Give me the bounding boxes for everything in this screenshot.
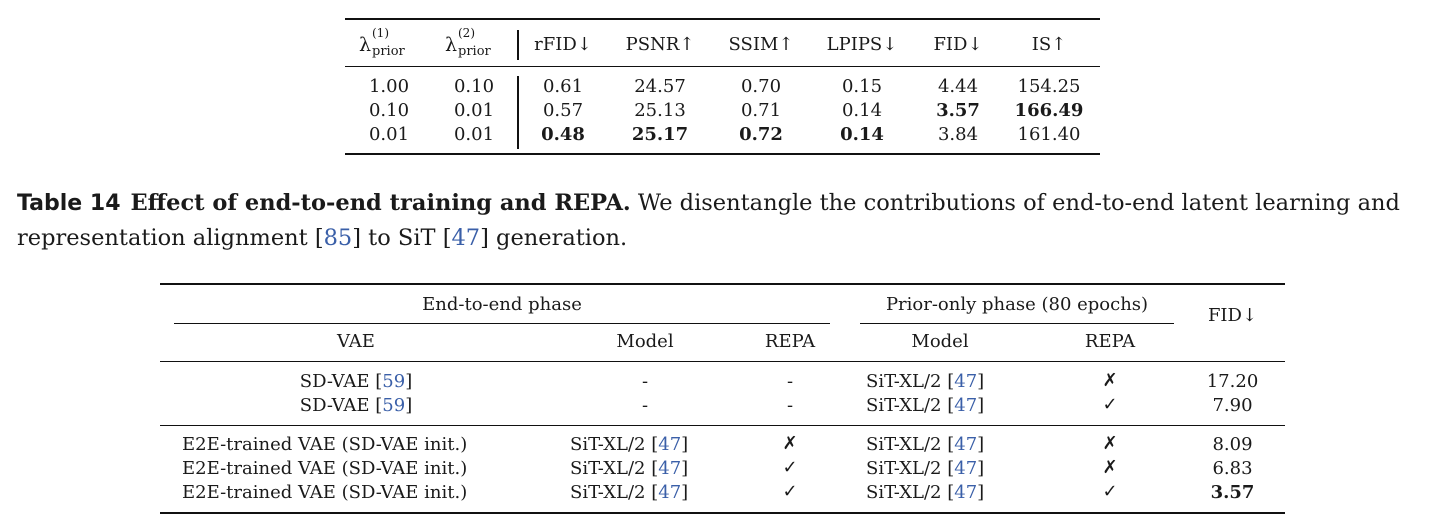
table-cell-best: 0.72 bbox=[739, 124, 783, 145]
caption-title: Effect of end-to-end training and REPA. bbox=[130, 190, 631, 216]
table-cell-vae: SD-VAE [59] bbox=[299, 395, 413, 416]
table-cell: 0.70 bbox=[740, 76, 782, 97]
section-rule bbox=[160, 425, 1285, 426]
table-cell: 0.61 bbox=[542, 76, 584, 97]
check-icon: ✓ bbox=[1102, 481, 1118, 502]
top-rule bbox=[160, 283, 1285, 285]
table-cell: 0.01 bbox=[453, 124, 495, 145]
citation-link[interactable]: 47 bbox=[451, 225, 481, 251]
table-cell: 0.57 bbox=[542, 100, 584, 121]
table-cell-best: 3.57 bbox=[936, 100, 980, 121]
header-repa-prior: REPA bbox=[1084, 331, 1136, 352]
table-cell-model-prior: SiT-XL/2 [47] bbox=[866, 458, 985, 479]
table-cell-vae: E2E-trained VAE (SD-VAE init.) bbox=[182, 482, 468, 503]
header-is: IS↑ bbox=[1031, 34, 1067, 55]
header-rule bbox=[345, 66, 1100, 67]
table-cell: 3.84 bbox=[937, 124, 979, 145]
caption-text: ] to SiT [ bbox=[352, 225, 452, 251]
ablation-table-bottom: End-to-end phase Prior-only phase (80 ep… bbox=[160, 283, 1285, 515]
table-cell-fid: 8.09 bbox=[1212, 434, 1253, 455]
table-cell-model-prior: SiT-XL/2 [47] bbox=[866, 371, 985, 392]
top-rule bbox=[345, 18, 1100, 20]
table-cell: 4.44 bbox=[937, 76, 979, 97]
group-rule-prior bbox=[860, 323, 1174, 324]
table-cell-best: 166.49 bbox=[1014, 100, 1084, 121]
table-cell-vae: SD-VAE [59] bbox=[299, 371, 413, 392]
check-icon: ✓ bbox=[782, 481, 798, 502]
table-cell: 0.71 bbox=[740, 100, 782, 121]
table-cell-model: - bbox=[641, 395, 649, 416]
table-cell: 0.01 bbox=[453, 100, 495, 121]
table-cell: 0.10 bbox=[453, 76, 495, 97]
table-cell-model-prior: SiT-XL/2 [47] bbox=[866, 395, 985, 416]
bottom-rule bbox=[345, 153, 1100, 155]
header-model-prior: Model bbox=[911, 331, 969, 352]
table-cell-fid-best: 3.57 bbox=[1210, 482, 1255, 503]
table-cell-fid: 17.20 bbox=[1206, 371, 1259, 392]
ablation-table-top: λ (1) prior λ (2) prior rFID↓ PSNR↑ SSIM… bbox=[345, 18, 1100, 156]
bottom-rule bbox=[160, 512, 1285, 514]
table-cell: 161.40 bbox=[1017, 124, 1081, 145]
header-model: Model bbox=[616, 331, 674, 352]
table-cell-fid: 7.90 bbox=[1212, 395, 1253, 416]
table-cell-repa: - bbox=[786, 395, 794, 416]
header-repa: REPA bbox=[764, 331, 816, 352]
header-fid: FID↓ bbox=[1207, 305, 1258, 326]
header-prior-only-phase: Prior-only phase (80 epochs) bbox=[885, 294, 1149, 315]
table-cell-model: - bbox=[641, 371, 649, 392]
citation-link[interactable]: 85 bbox=[323, 225, 353, 251]
column-divider-body bbox=[517, 76, 519, 149]
table-cell: 0.15 bbox=[841, 76, 883, 97]
table-cell: 25.13 bbox=[634, 100, 686, 121]
table-cell: 24.57 bbox=[634, 76, 686, 97]
table-cell-model: SiT-XL/2 [47] bbox=[570, 434, 689, 455]
header-ssim: SSIM↑ bbox=[728, 34, 794, 55]
caption-text: We disentangle the contributions of end-… bbox=[17, 190, 1400, 251]
header-fid: FID↓ bbox=[933, 34, 983, 55]
table-cell: 0.01 bbox=[368, 124, 410, 145]
header-lambda-prior-1: λ (1) prior bbox=[359, 26, 405, 59]
table-cell-fid: 6.83 bbox=[1212, 458, 1253, 479]
table-cell-model-prior: SiT-XL/2 [47] bbox=[866, 434, 985, 455]
header-psnr: PSNR↑ bbox=[625, 34, 695, 55]
cross-icon: ✗ bbox=[1102, 433, 1118, 454]
table-cell-best: 0.48 bbox=[541, 124, 585, 145]
column-divider bbox=[517, 30, 519, 60]
table-cell: 154.25 bbox=[1017, 76, 1081, 97]
check-icon: ✓ bbox=[782, 457, 798, 478]
table-cell-vae: E2E-trained VAE (SD-VAE init.) bbox=[182, 434, 468, 455]
table-cell-best: 0.14 bbox=[840, 124, 884, 145]
header-rule bbox=[160, 361, 1285, 362]
check-icon: ✓ bbox=[1102, 394, 1118, 415]
table-caption: Table 14 Effect of end-to-end training an… bbox=[17, 186, 1437, 255]
header-end-to-end-phase: End-to-end phase bbox=[422, 294, 582, 315]
cross-icon: ✗ bbox=[1102, 370, 1118, 391]
table-cell: 1.00 bbox=[368, 76, 410, 97]
caption-label: Table 14 bbox=[17, 191, 121, 216]
caption-text: ] generation. bbox=[480, 225, 628, 251]
table-cell: 0.10 bbox=[368, 100, 410, 121]
table-cell-model: SiT-XL/2 [47] bbox=[570, 458, 689, 479]
cross-icon: ✗ bbox=[782, 433, 798, 454]
cross-icon: ✗ bbox=[1102, 457, 1118, 478]
table-cell-model: SiT-XL/2 [47] bbox=[570, 482, 689, 503]
header-vae: VAE bbox=[337, 331, 375, 352]
table-cell-model-prior: SiT-XL/2 [47] bbox=[866, 482, 985, 503]
table-cell-best: 25.17 bbox=[631, 124, 689, 145]
header-lambda-prior-2: λ (2) prior bbox=[445, 26, 491, 59]
table-cell-repa: - bbox=[786, 371, 794, 392]
header-rfid: rFID↓ bbox=[534, 34, 592, 55]
header-lpips: LPIPS↓ bbox=[826, 34, 898, 55]
group-rule-e2e bbox=[174, 323, 830, 324]
table-cell: 0.14 bbox=[841, 100, 883, 121]
table-cell-vae: E2E-trained VAE (SD-VAE init.) bbox=[182, 458, 468, 479]
